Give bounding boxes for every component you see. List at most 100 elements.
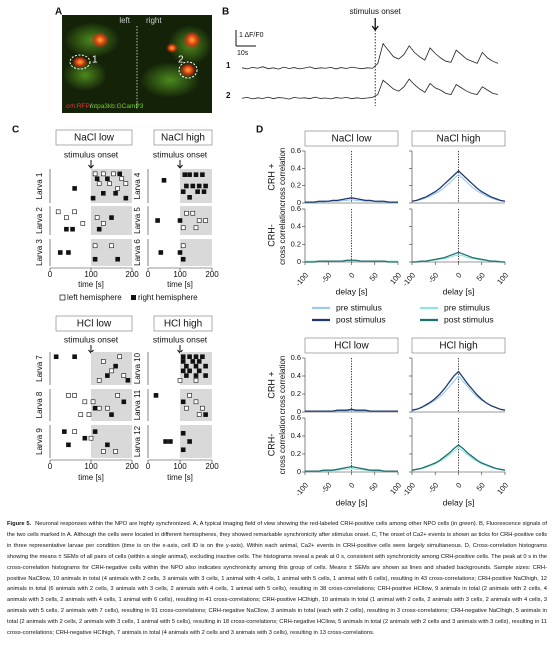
event-right	[158, 250, 164, 255]
panel-label: D	[256, 125, 263, 136]
event-left	[101, 449, 106, 454]
event-right	[203, 183, 208, 189]
event-right	[92, 256, 98, 262]
event-right	[180, 447, 186, 453]
x-tick-label: 100	[495, 271, 510, 286]
x-tick-label: 100	[173, 270, 187, 279]
group-header: HCl low	[334, 341, 369, 352]
stimulus-window	[91, 239, 132, 266]
event-right	[105, 442, 110, 448]
event-right	[155, 218, 160, 223]
row-label: CRH +	[266, 371, 276, 398]
y-tick-label: 0.4	[291, 222, 301, 231]
x-tick-label: 0	[454, 271, 464, 280]
event-right	[113, 190, 118, 196]
x-axis-label: time [s]	[78, 280, 104, 289]
y-tick-label: 0.2	[291, 181, 301, 190]
event-right	[105, 176, 110, 182]
event-right	[153, 393, 159, 398]
y-tick-label: 0.2	[291, 389, 301, 398]
xcorr-line	[411, 173, 506, 202]
larva-label: Larva 7	[35, 355, 44, 382]
event-right	[180, 430, 186, 436]
x-axis-label: delay [s]	[336, 286, 368, 296]
event-right	[72, 354, 77, 360]
event-right	[72, 186, 77, 191]
event-right	[193, 354, 199, 360]
figure-caption: Figure 5. Neuronal responses within the N…	[7, 519, 547, 639]
x-tick-label: -50	[319, 481, 333, 495]
event-left	[80, 221, 86, 226]
event-right	[187, 368, 192, 374]
event-left	[121, 373, 127, 378]
event-right	[196, 359, 202, 364]
event-right	[62, 429, 67, 434]
x-tick-label: 50	[368, 481, 380, 493]
y-axis-label: cross correlation	[278, 356, 287, 415]
group-header: NaCl high	[161, 133, 205, 144]
y-tick-label: 0	[297, 198, 301, 207]
x-tick-label: -100	[294, 271, 311, 288]
stimulus-label: stimulus onset	[153, 149, 208, 159]
larva-label: Larva 2	[35, 207, 44, 234]
xcorr-line	[411, 447, 506, 471]
xcorr-line	[305, 198, 398, 203]
event-left	[96, 405, 102, 411]
event-right	[94, 176, 100, 182]
event-left	[113, 449, 118, 454]
channel-legend: crh:RFP/otpa3kb:GCamP3	[66, 103, 144, 110]
stimulus-label: stimulus onset	[350, 7, 402, 16]
x-tick-label: 0	[347, 271, 357, 280]
event-right	[109, 412, 114, 417]
stimulus-label: stimulus onset	[64, 149, 119, 159]
event-left	[105, 405, 110, 411]
x-tick-label: 0	[347, 481, 357, 490]
event-right	[92, 405, 98, 411]
event-left	[193, 399, 199, 405]
x-tick-label: 50	[368, 271, 380, 283]
trace-label: 2	[226, 91, 231, 100]
scale-label: 1 ΔF/F0	[239, 32, 264, 39]
event-right	[121, 399, 127, 405]
group-header-box	[411, 130, 506, 147]
event-right	[200, 172, 205, 177]
event-right	[187, 439, 192, 444]
group-header-box	[304, 337, 399, 354]
event-left	[66, 393, 71, 398]
legend-swatch-right	[131, 295, 136, 300]
event-right	[187, 195, 192, 200]
x-axis-label: time [s]	[167, 473, 193, 482]
event-right	[66, 250, 71, 255]
event-right	[184, 373, 189, 378]
event-left	[72, 209, 77, 215]
x-tick-label: -100	[294, 481, 311, 498]
xcorr-line	[305, 465, 398, 472]
event-right	[113, 363, 118, 369]
event-left	[111, 171, 116, 177]
channel-red: crh:RFP	[66, 103, 90, 110]
event-right	[101, 190, 106, 196]
x-tick-label: 100	[84, 270, 98, 279]
x-tick-label: 200	[205, 270, 219, 279]
event-left	[101, 359, 106, 364]
event-left	[96, 181, 102, 186]
trace	[241, 78, 499, 100]
y-axis-label: cross correlation	[278, 416, 287, 475]
stimulus-arrow	[177, 345, 183, 354]
xcorr-line	[411, 370, 506, 411]
event-left	[55, 209, 61, 215]
event-right	[96, 226, 102, 232]
event-right	[182, 172, 188, 177]
xcorr-line	[305, 408, 398, 412]
y-tick-label: 0.6	[291, 204, 301, 213]
event-right	[180, 256, 186, 262]
event-right	[117, 171, 122, 177]
event-right	[180, 354, 186, 360]
event-right	[180, 189, 186, 194]
larva-label: Larva 9	[35, 428, 44, 455]
event-right	[195, 189, 200, 194]
event-left	[86, 412, 92, 417]
larva-label: Larva 8	[35, 391, 44, 418]
micrograph-cells	[63, 22, 212, 98]
